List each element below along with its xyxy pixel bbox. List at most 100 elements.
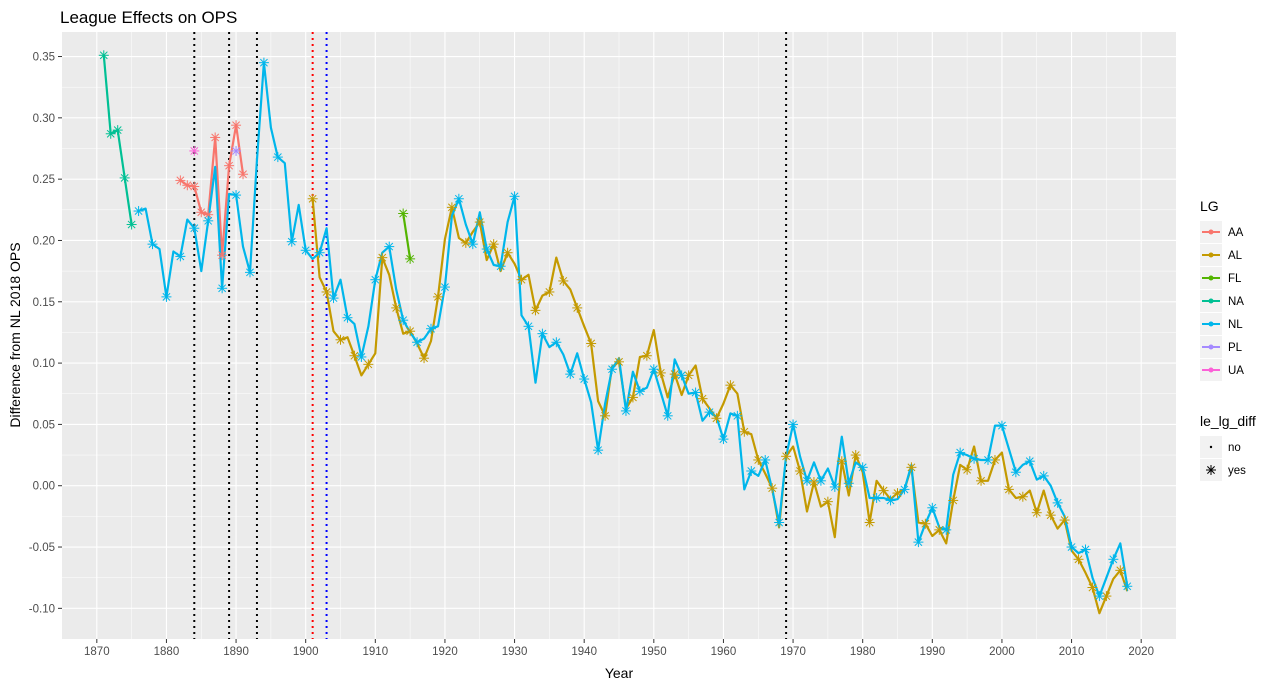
star-stroke <box>733 411 742 420</box>
data-point-al <box>460 237 471 248</box>
data-point-al <box>1003 484 1014 495</box>
reference-lines <box>193 32 788 639</box>
star-stroke <box>1109 555 1118 564</box>
data-point-al <box>321 286 332 297</box>
star-stroke <box>545 288 554 296</box>
data-point-al <box>558 275 569 286</box>
data-point-al <box>1031 507 1042 518</box>
star-stroke <box>1095 592 1104 601</box>
data-point-nl <box>704 407 715 418</box>
star-stroke <box>357 353 366 361</box>
star-stroke <box>489 240 498 249</box>
star-stroke <box>106 129 115 138</box>
series-line-fl <box>402 213 412 260</box>
data-point-aa <box>210 132 221 143</box>
star-stroke <box>907 463 916 472</box>
data-point-nl <box>439 282 450 293</box>
star-stroke <box>190 224 199 233</box>
data-point-al <box>948 495 959 506</box>
star-stroke <box>1053 498 1062 507</box>
y-tick-label: 0.10 <box>33 358 55 370</box>
star-stroke <box>239 170 247 179</box>
star-stroke <box>914 538 923 547</box>
data-point-al <box>711 413 722 424</box>
star-stroke <box>635 387 644 396</box>
data-point-nl <box>801 475 812 486</box>
star-stroke <box>454 194 463 203</box>
star-stroke <box>427 324 435 333</box>
data-point-al <box>516 274 527 285</box>
data-point-al <box>850 450 861 461</box>
star-stroke <box>461 238 470 247</box>
star-stroke <box>684 371 693 380</box>
data-point-al <box>878 485 889 496</box>
data-point-nl <box>286 236 297 247</box>
data-point-al <box>502 247 513 258</box>
star-stroke <box>698 394 707 403</box>
data-point-al <box>1115 565 1126 576</box>
star-stroke <box>594 446 603 455</box>
star-stroke <box>1004 485 1013 494</box>
star-stroke <box>190 146 199 155</box>
star-stroke <box>385 242 394 251</box>
star-stroke <box>406 254 415 263</box>
data-point-nl <box>1094 591 1105 602</box>
data-point-al <box>1017 491 1028 502</box>
star-stroke <box>183 181 192 190</box>
star-stroke <box>886 496 895 505</box>
data-point-na <box>119 172 130 183</box>
star-stroke <box>392 303 401 312</box>
data-point-nl <box>551 337 562 348</box>
data-point-al <box>892 488 903 499</box>
star-stroke <box>956 448 965 457</box>
star-stroke <box>176 252 185 261</box>
data-point-nl <box>607 364 618 375</box>
star-stroke <box>608 365 616 374</box>
data-point-nl <box>244 267 255 278</box>
data-point-al <box>697 393 708 404</box>
y-tick-label: 0.20 <box>33 235 55 247</box>
data-point-al <box>1087 582 1098 593</box>
data-point-al <box>767 483 778 494</box>
star-stroke <box>399 316 408 325</box>
legend-key-dot <box>1208 252 1214 258</box>
data-point-al <box>739 426 750 437</box>
star-stroke <box>942 525 951 534</box>
star-stroke <box>1039 471 1048 480</box>
data-point-nl <box>746 466 757 477</box>
data-point-al <box>669 369 680 380</box>
star-stroke <box>844 479 853 488</box>
data-point-nl <box>175 251 186 262</box>
series-points <box>98 50 1133 602</box>
star-stroke <box>218 251 227 260</box>
star-stroke <box>204 210 213 219</box>
data-point-nl <box>732 410 743 421</box>
star-stroke <box>830 482 839 491</box>
star-stroke <box>120 173 129 182</box>
star-stroke <box>1102 592 1111 601</box>
data-point-nl <box>815 475 826 486</box>
star-stroke <box>768 484 777 493</box>
star-stroke <box>837 457 846 466</box>
star-stroke <box>308 194 317 203</box>
data-point-nl <box>620 405 631 416</box>
star-stroke <box>803 476 811 485</box>
series-lines <box>102 55 1129 615</box>
data-point-nl <box>384 241 395 252</box>
data-point-nl <box>690 387 701 398</box>
y-tick-label: 0.00 <box>33 481 55 493</box>
data-point-al <box>1059 515 1070 526</box>
star-stroke <box>287 237 296 246</box>
data-point-al <box>349 350 360 361</box>
star-stroke <box>538 329 547 338</box>
star-stroke <box>879 486 888 495</box>
star-stroke <box>246 268 254 277</box>
legend-key-dot <box>1208 344 1214 350</box>
data-point-na <box>126 219 137 230</box>
star-stroke <box>475 218 484 227</box>
star-stroke <box>447 203 456 212</box>
x-tick-label: 1870 <box>84 646 110 658</box>
star-stroke <box>977 476 986 485</box>
star-stroke <box>336 335 345 344</box>
legend-key-dot <box>1208 275 1214 281</box>
